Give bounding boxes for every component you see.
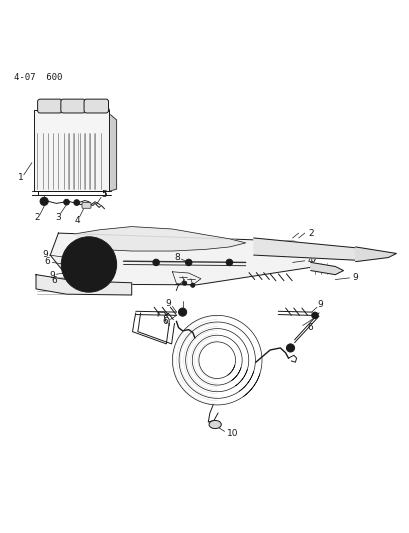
Polygon shape — [355, 247, 396, 262]
Text: 8: 8 — [174, 253, 180, 262]
Polygon shape — [253, 238, 367, 261]
Text: 2: 2 — [34, 213, 40, 222]
Circle shape — [178, 308, 186, 316]
FancyBboxPatch shape — [38, 99, 62, 113]
Text: 6: 6 — [162, 317, 168, 326]
Text: 4: 4 — [74, 216, 80, 225]
Text: 1: 1 — [18, 173, 24, 182]
Polygon shape — [109, 114, 116, 191]
Text: 6: 6 — [44, 257, 50, 266]
Circle shape — [80, 255, 98, 273]
Circle shape — [286, 344, 294, 352]
Text: 9: 9 — [352, 273, 357, 282]
Ellipse shape — [209, 421, 221, 429]
Text: 7: 7 — [172, 284, 178, 293]
Circle shape — [226, 259, 232, 265]
Text: 5: 5 — [101, 190, 107, 198]
Circle shape — [190, 283, 194, 287]
Text: 9: 9 — [316, 300, 322, 309]
Text: 9: 9 — [43, 250, 48, 259]
Circle shape — [185, 259, 191, 265]
Polygon shape — [34, 110, 109, 191]
Circle shape — [61, 237, 116, 292]
Polygon shape — [310, 262, 343, 274]
Text: 6: 6 — [51, 276, 57, 285]
Text: 10: 10 — [227, 429, 238, 438]
Text: 2: 2 — [308, 229, 314, 238]
Polygon shape — [50, 233, 318, 285]
FancyBboxPatch shape — [61, 99, 85, 113]
Polygon shape — [36, 274, 131, 295]
Circle shape — [40, 197, 48, 205]
Circle shape — [74, 200, 79, 205]
Text: 3: 3 — [55, 213, 61, 222]
Polygon shape — [74, 227, 245, 251]
Text: 9: 9 — [49, 271, 55, 280]
FancyBboxPatch shape — [84, 99, 108, 113]
FancyBboxPatch shape — [82, 203, 91, 208]
Circle shape — [182, 281, 186, 285]
Text: 6: 6 — [307, 323, 312, 332]
Circle shape — [63, 199, 69, 205]
Circle shape — [68, 244, 109, 285]
Circle shape — [153, 259, 159, 265]
Text: 4: 4 — [307, 256, 312, 265]
Circle shape — [311, 312, 317, 319]
Text: 9: 9 — [165, 300, 171, 309]
Text: 4-07  600: 4-07 600 — [13, 73, 62, 82]
